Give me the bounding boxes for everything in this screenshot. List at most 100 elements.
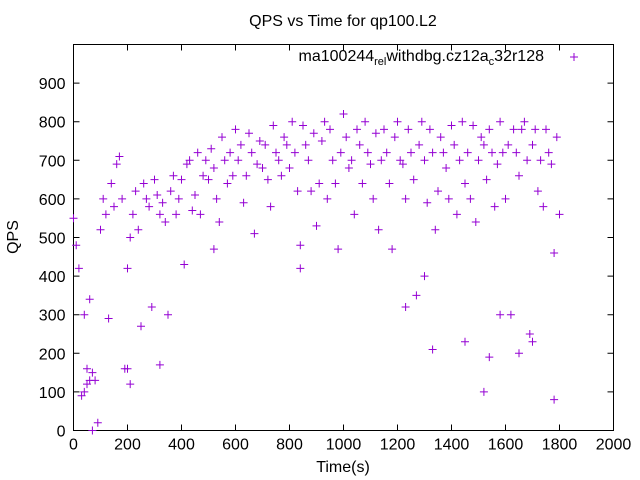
- data-point: [315, 179, 324, 188]
- data-point: [420, 272, 429, 281]
- data-point: [401, 302, 410, 311]
- data-point: [425, 125, 434, 134]
- data-point: [382, 148, 391, 157]
- x-tick-label: 1000: [326, 437, 362, 454]
- legend-label: ma100244relwithdbg.cz12ac32r128: [299, 48, 545, 68]
- data-point: [209, 164, 218, 173]
- data-point: [282, 140, 291, 149]
- plot-frame: [73, 44, 614, 431]
- data-point: [180, 260, 189, 269]
- data-point: [150, 175, 159, 184]
- y-tick-label: 600: [39, 192, 66, 209]
- data-point: [388, 245, 397, 254]
- data-point: [147, 302, 156, 311]
- data-point: [474, 156, 483, 165]
- data-point: [361, 117, 370, 126]
- data-point: [536, 156, 545, 165]
- legend-marker: [570, 53, 578, 61]
- data-point: [380, 125, 388, 134]
- data-point: [307, 187, 316, 196]
- data-point: [485, 125, 494, 134]
- data-point: [428, 345, 437, 354]
- y-axis-label: QPS: [5, 220, 22, 254]
- data-point: [296, 241, 305, 250]
- data-point: [110, 202, 118, 211]
- data-point: [74, 264, 83, 273]
- data-point: [471, 218, 480, 227]
- data-point: [452, 210, 461, 219]
- y-tick-label: 800: [39, 115, 66, 132]
- data-point: [415, 140, 424, 149]
- data-point: [442, 164, 451, 173]
- data-point: [485, 353, 494, 362]
- data-point: [131, 187, 140, 196]
- data-point: [528, 337, 537, 346]
- data-point: [347, 156, 356, 165]
- data-point: [269, 121, 278, 130]
- y-tick-label: 500: [39, 231, 66, 248]
- data-point: [350, 210, 359, 219]
- data-point: [328, 156, 337, 165]
- data-point: [218, 133, 226, 142]
- data-point: [104, 314, 113, 323]
- data-point: [371, 129, 380, 138]
- data-point: [172, 210, 181, 219]
- y-tick-label: 200: [39, 346, 66, 363]
- data-point: [466, 194, 475, 203]
- data-point: [88, 368, 97, 377]
- data-point: [520, 117, 529, 126]
- data-point: [496, 310, 505, 319]
- data-point: [155, 210, 164, 219]
- data-point: [344, 164, 353, 173]
- data-point: [447, 121, 456, 130]
- data-point: [412, 291, 421, 300]
- data-point: [390, 133, 399, 142]
- data-point: [288, 117, 297, 126]
- data-point: [245, 129, 253, 138]
- data-point: [409, 175, 418, 184]
- data-point: [185, 156, 194, 165]
- data-point: [112, 160, 121, 169]
- data-point: [123, 264, 132, 273]
- data-point: [158, 198, 167, 207]
- data-point: [461, 337, 469, 346]
- data-point: [255, 137, 264, 145]
- data-point: [552, 133, 561, 142]
- data-point: [358, 179, 367, 188]
- data-point: [533, 187, 542, 196]
- data-point: [398, 160, 407, 169]
- data-point: [277, 171, 286, 180]
- y-tick-label: 400: [39, 269, 66, 286]
- data-point: [101, 210, 110, 219]
- x-tick-label: 600: [222, 437, 249, 454]
- data-point: [439, 148, 448, 157]
- data-point: [161, 218, 170, 227]
- data-point: [236, 140, 245, 149]
- data-point: [517, 125, 526, 134]
- data-point: [334, 245, 343, 254]
- legend: ma100244relwithdbg.cz12ac32r128: [299, 48, 578, 68]
- data-point: [469, 121, 478, 130]
- data-point: [258, 164, 267, 173]
- data-point: [461, 179, 469, 188]
- data-point: [293, 187, 302, 196]
- data-point: [126, 233, 135, 242]
- data-point: [496, 117, 505, 126]
- data-point: [355, 140, 364, 149]
- data-point: [115, 152, 124, 161]
- data-point: [309, 129, 318, 138]
- data-point: [463, 148, 472, 157]
- data-point: [126, 380, 135, 389]
- data-point: [118, 194, 127, 203]
- data-point: [107, 179, 116, 188]
- data-point: [274, 156, 283, 165]
- data-point: [263, 175, 272, 184]
- data-point: [266, 202, 275, 211]
- data-point: [458, 117, 467, 126]
- data-point: [444, 194, 453, 203]
- data-point: [99, 194, 108, 203]
- data-point: [531, 125, 540, 134]
- data-point: [490, 202, 499, 211]
- data-point: [323, 194, 332, 203]
